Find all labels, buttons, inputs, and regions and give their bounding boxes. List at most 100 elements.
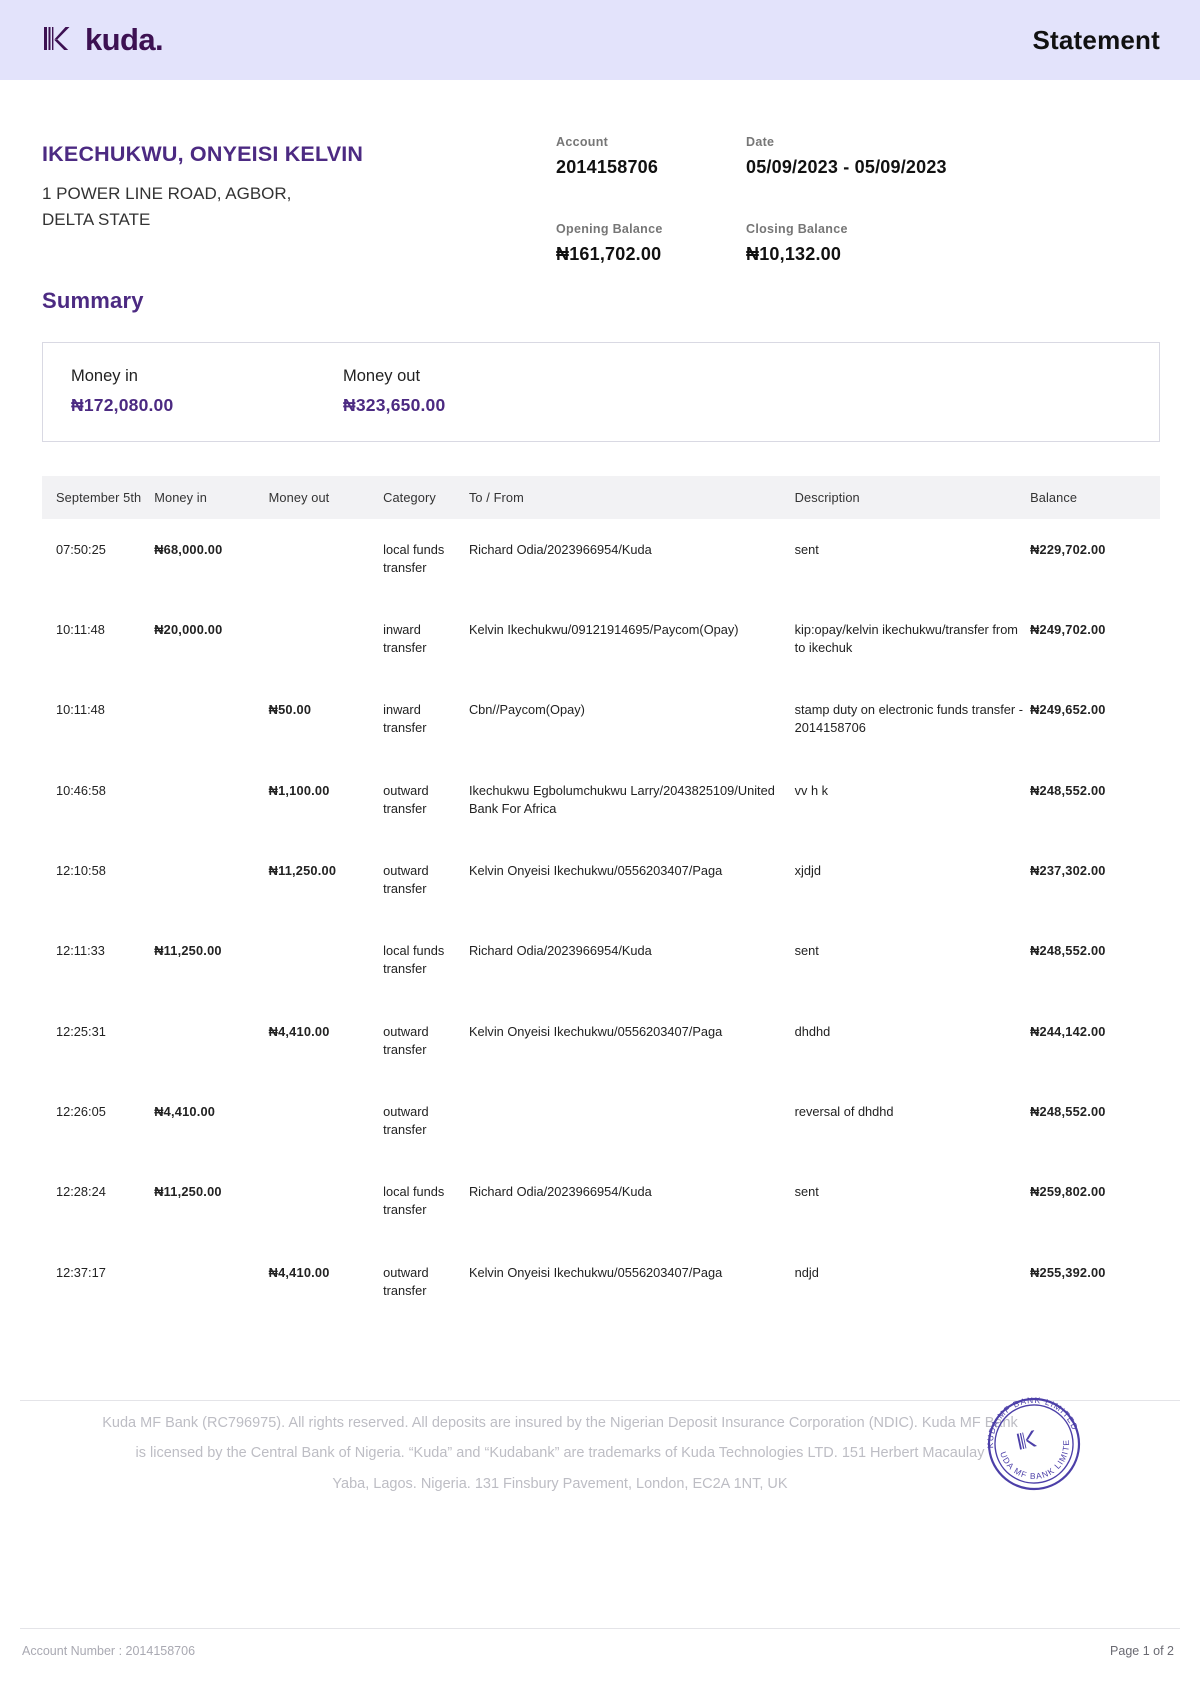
cell-description: sent [794,1184,819,1200]
cell-to-from: Kelvin Ikechukwu/09121914695/Paycom(Opay… [468,622,739,637]
cell-money-out [269,1081,383,1161]
kuda-brand: kuda. [42,21,164,60]
legal-line-1: Kuda MF Bank (RC796975). All rights rese… [102,1415,1018,1431]
cell-balance: ₦259,802.00 [1030,1184,1106,1200]
column-header-description: Description [794,475,1031,519]
summary-heading: Summary [42,287,144,313]
cell-description: sent [794,541,819,557]
cell-category: local funds transfer [383,1184,445,1218]
cell-money-in: ₦68,000.00 [154,541,223,557]
summary-box: Money in ₦172,080.00 Money out ₦323,650.… [42,341,1160,442]
column-header-date: September 5th [42,475,155,519]
cell-description: ndjd [794,1264,819,1280]
cell-category: outward transfer [383,1264,429,1298]
table-row: 10:46:58 ₦1,100.00 outward transfer Ikechuk… [42,760,1160,840]
money-in-value: ₦172,080.00 [71,395,174,416]
opening-balance-label: Opening Balance [556,222,663,236]
cell-balance: ₦255,392.00 [1030,1264,1106,1280]
opening-balance-value: ₦161,702.00 [556,244,662,264]
cell-balance: ₦237,302.00 [1030,862,1106,878]
table-row: 07:50:25 ₦68,000.00 local funds transfer Ri… [42,519,1160,599]
cell-description: dhdhd [794,1023,831,1039]
transactions-table: September 5th Money in Money out Categor… [42,475,1160,1322]
legal-line-2: is licensed by the Central Bank of Niger… [135,1445,985,1462]
table-body: 07:50:25 ₦68,000.00 local funds transfer Ri… [42,519,1160,1322]
address-line-2: DELTA STATE [42,210,151,230]
cell-balance: ₦249,652.00 [1030,702,1106,718]
cell-money-out [269,519,383,599]
bottom-divider [20,1628,1180,1629]
account-field: Account 2014158706 [556,135,746,178]
cell-money-in: ₦20,000.00 [154,622,223,637]
cell-balance: ₦248,552.00 [1030,1103,1106,1119]
cell-to-from: Richard Odia/2023966954/Kuda [468,1184,652,1200]
cell-money-out [269,599,383,679]
date-label: Date [746,135,775,149]
cell-category: inward transfer [383,622,427,656]
cell-time: 12:28:24 [56,1184,106,1200]
cell-time: 12:26:05 [56,1103,106,1119]
cell-money-in [154,840,268,920]
closing-balance-value: ₦10,132.00 [746,244,842,264]
cell-description: stamp duty on electronic funds transfer … [794,702,1023,736]
cell-time: 10:46:58 [56,782,106,798]
cell-money-in [154,679,268,759]
cell-to-from: Richard Odia/2023966954/Kuda [468,943,652,959]
cell-money-in [154,1001,268,1081]
customer-name: IKECHUKWU, ONYEISI KELVIN [42,142,364,166]
cell-time: 10:11:48 [56,622,105,637]
cell-category: outward transfer [383,782,429,816]
account-meta-grid: Account 2014158706 Date 05/09/2023 - 05/… [556,135,947,265]
cell-money-in [154,760,268,840]
cell-to-from: Kelvin Onyeisi Ikechukwu/0556203407/Paga [468,1264,723,1280]
cell-description: xjdjd [794,862,821,878]
cell-time: 07:50:25 [56,541,106,557]
account-info-section: IKECHUKWU, ONYEISI KELVIN 1 POWER LINE R… [0,80,1200,264]
table-header-row: September 5th Money in Money out Categor… [42,475,1160,519]
cell-category: outward transfer [383,1103,429,1138]
brand-wordmark: kuda. [85,22,164,57]
table-row: 10:11:48 ₦20,000.00 inward transfer Kelvin … [42,599,1160,679]
cell-money-in: ₦4,410.00 [154,1103,216,1119]
transactions-section: September 5th Money in Money out Categor… [42,475,1160,1322]
cell-description: sent [794,943,819,959]
column-header-money-in: Money in [154,475,269,519]
cell-money-in [154,1242,268,1322]
cell-to-from [469,1081,795,1161]
cell-balance: ₦248,552.00 [1030,782,1106,798]
customer-address: 1 POWER LINE ROAD, AGBOR, DELTA STATE [42,181,1160,234]
cell-description: reversal of dhdhd [794,1103,894,1119]
column-header-to-from: To / From [468,475,795,519]
statement-title: Statement [1032,24,1160,55]
table-row: 10:11:48 ₦50.00 inward transfer Cbn//Paycom… [42,679,1160,759]
page-header: kuda. Statement [0,0,1200,80]
cell-to-from: Ikechukwu Egbolumchukwu Larry/2043825109… [468,782,775,816]
table-row: 12:25:31 ₦4,410.00 outward transfer Kelvin … [42,1001,1160,1081]
cell-money-out [269,920,383,1000]
money-out-label: Money out [343,367,421,386]
cell-balance: ₦248,552.00 [1030,943,1106,959]
money-in-label: Money in [71,367,138,386]
cell-money-out: ₦4,410.00 [268,1264,330,1280]
table-row: 12:37:17 ₦4,410.00 outward transfer Kelvin … [42,1242,1160,1322]
cell-balance: ₦229,702.00 [1030,541,1106,557]
table-row: 12:28:24 ₦11,250.00 local funds transfer Ri… [42,1161,1160,1241]
cell-to-from: Cbn//Paycom(Opay) [468,702,585,718]
cell-time: 12:25:31 [56,1023,106,1039]
date-field: Date 05/09/2023 - 05/09/2023 [746,135,947,178]
closing-balance-label: Closing Balance [746,222,848,236]
cell-balance: ₦249,702.00 [1030,622,1106,637]
money-in-summary: Money in ₦172,080.00 [71,367,343,416]
footer-divider [20,1400,1180,1401]
table-row: 12:11:33 ₦11,250.00 local funds transfer Ri… [42,920,1160,1000]
footer-account-number: Account Number : 2014158706 [22,1644,196,1658]
cell-category: outward transfer [383,862,429,897]
cell-time: 12:37:17 [56,1264,106,1280]
cell-category: outward transfer [383,1023,429,1057]
cell-money-out: ₦4,410.00 [268,1023,330,1039]
money-out-value: ₦323,650.00 [343,395,446,416]
cell-money-in: ₦11,250.00 [154,1184,222,1200]
legal-disclaimer: Kuda MF Bank (RC796975). All rights rese… [30,1408,1090,1499]
address-line-1: 1 POWER LINE ROAD, AGBOR, [42,184,292,203]
